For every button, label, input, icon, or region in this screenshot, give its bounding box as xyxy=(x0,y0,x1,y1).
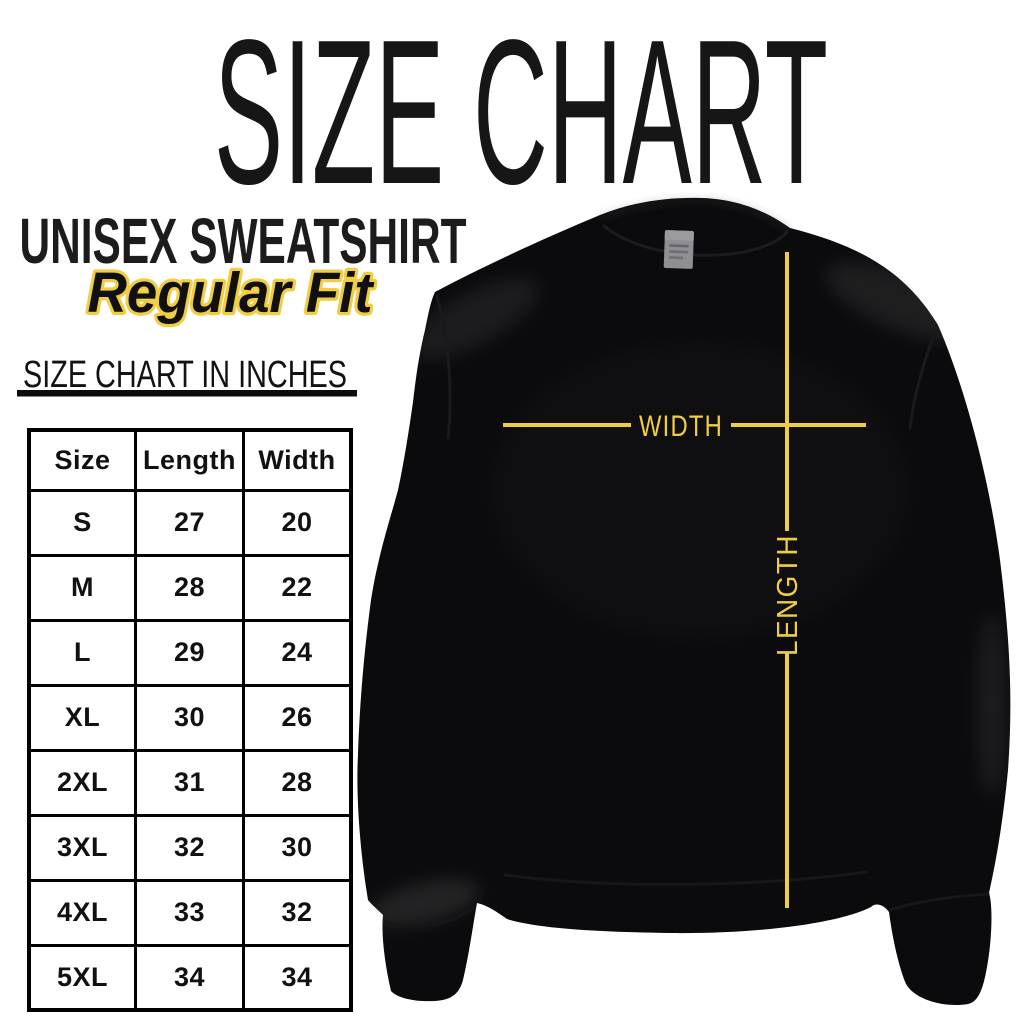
size-table: Size Length Width S 27 20 M 28 22 L 29 2… xyxy=(27,428,353,1012)
page-title: SIZE CHART xyxy=(214,16,828,201)
table-row: M 28 22 xyxy=(27,553,353,622)
cell-length: 28 xyxy=(134,553,245,622)
cell-length: 32 xyxy=(134,813,245,882)
table-row: 4XL 33 32 xyxy=(27,878,353,947)
table-row: XL 30 26 xyxy=(27,683,353,752)
cell-length: 34 xyxy=(134,943,245,1012)
neck-brand-tag xyxy=(663,230,694,269)
table-row: S 27 20 xyxy=(27,488,353,557)
cell-width: 28 xyxy=(242,748,353,817)
measurement-lines xyxy=(503,252,866,908)
product-headings: UNISEX SWEATSHIRT Regular Fit SIZE CHART… xyxy=(17,205,467,397)
cell-width: 26 xyxy=(242,683,353,752)
left-cuff-sheen xyxy=(367,879,481,927)
cell-size: S xyxy=(27,488,137,557)
col-header-size: Size xyxy=(27,428,137,492)
cell-size: XL xyxy=(27,683,137,752)
product-fit: Regular Fit xyxy=(88,261,375,325)
table-row: 2XL 31 28 xyxy=(27,748,353,817)
cell-length: 31 xyxy=(134,748,245,817)
chest-sheen xyxy=(490,340,910,640)
cell-width: 34 xyxy=(242,943,353,1012)
table-row: L 29 24 xyxy=(27,618,353,687)
width-label: WIDTH xyxy=(639,410,723,443)
right-sleeve-sheen xyxy=(976,613,1008,797)
cell-length: 27 xyxy=(134,488,245,557)
table-heading-underline xyxy=(17,390,357,397)
cell-size: 2XL xyxy=(27,748,137,817)
table-row: 3XL 32 30 xyxy=(27,813,353,882)
cell-size: 3XL xyxy=(27,813,137,882)
cell-length: 33 xyxy=(134,878,245,947)
size-table-header-row: Size Length Width xyxy=(27,428,353,492)
cell-size: 5XL xyxy=(27,943,137,1012)
table-heading: SIZE CHART IN INCHES xyxy=(23,354,347,396)
measurement-overlay: WIDTH LENGTH xyxy=(503,252,866,908)
cell-length: 29 xyxy=(134,618,245,687)
cell-width: 32 xyxy=(242,878,353,947)
cell-width: 22 xyxy=(242,553,353,622)
cell-width: 20 xyxy=(242,488,353,557)
col-header-length: Length xyxy=(134,428,245,492)
table-row: 5XL 34 34 xyxy=(27,943,353,1012)
cell-width: 24 xyxy=(242,618,353,687)
cell-length: 30 xyxy=(134,683,245,752)
garment-seams xyxy=(383,199,990,928)
cell-width: 30 xyxy=(242,813,353,882)
cell-size: 4XL xyxy=(27,878,137,947)
left-shoulder-sheen xyxy=(410,277,540,359)
product-name: UNISEX SWEATSHIRT xyxy=(20,205,467,277)
sweatshirt-body xyxy=(357,197,1011,1006)
cell-size: L xyxy=(27,618,137,687)
cell-size: M xyxy=(27,553,137,622)
col-header-width: Width xyxy=(242,428,353,492)
right-shoulder-sheen xyxy=(825,261,979,343)
title-banner: SIZE CHART xyxy=(214,16,828,201)
length-label: LENGTH xyxy=(772,534,804,656)
